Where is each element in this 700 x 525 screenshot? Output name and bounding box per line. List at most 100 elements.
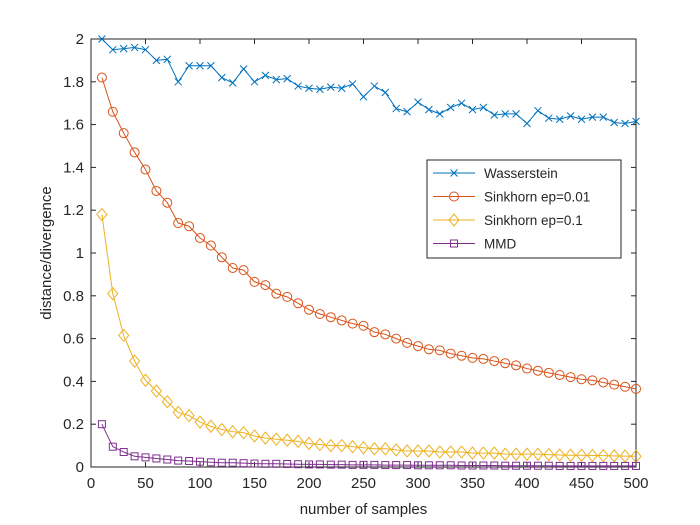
data-point [184,221,195,232]
data-point [119,448,128,457]
data-point [250,459,259,468]
data-point [380,329,391,340]
data-point [239,459,248,468]
data-point [272,459,281,468]
data-point [566,461,575,470]
data-point [357,440,370,455]
data-point [446,461,455,470]
data-point [468,105,477,114]
data-point [174,456,183,465]
data-point [270,432,282,446]
x-tick-label: 350 [460,475,485,492]
data-point [609,379,620,390]
data-point [457,461,466,470]
data-point [348,460,357,469]
data-point [632,461,640,470]
y-tick-label: 2 [76,31,84,48]
data-point [414,461,422,470]
data-point [523,461,531,470]
data-point [555,461,564,470]
data-point [98,35,106,43]
data-point [392,461,401,470]
data-point [346,439,359,454]
series-line [101,214,637,457]
x-axis-label: number of samples [300,501,428,518]
data-point [392,104,401,113]
data-point [588,113,597,121]
data-point [272,75,281,84]
data-point [587,375,598,386]
data-point [205,240,216,251]
data-point [632,117,640,126]
data-point [108,442,117,451]
data-point [314,308,325,319]
legend-item: Wasserstein [433,166,558,181]
data-point [315,460,324,469]
legend-marker [449,191,459,202]
data-point [250,77,259,86]
data-point [424,461,433,470]
data-point [511,360,522,371]
data-point [359,92,368,101]
y-tick-label: 1.4 [63,159,84,176]
data-point [107,286,119,301]
data-point [130,43,139,52]
data-point [575,448,588,463]
data-point [305,84,313,93]
y-tick-label: 1.2 [63,202,84,219]
legend-marker [448,213,460,227]
data-point [479,461,488,470]
data-point [97,420,106,429]
legend-item: Sinkhorn ep=0.01 [433,190,590,205]
data-point [185,61,193,70]
data-point [445,445,457,459]
data-point [555,115,564,124]
data-point [599,113,608,121]
data-point [543,367,554,378]
data-point [150,384,163,398]
data-point [599,461,608,470]
data-point [379,442,391,456]
data-point [196,457,204,466]
data-point [347,318,358,329]
data-point [140,164,151,175]
data-point [564,448,577,463]
data-point [608,449,620,463]
x-tick-label: 50 [137,475,154,492]
axes-ticks: 0 50 100 150 200 250 300 350 400 450 500 0 0.2 0.4 0.6… [63,31,648,492]
x-tick-label: 0 [87,475,95,492]
data-point [359,460,368,469]
data-point [303,436,315,451]
data-point [521,447,533,461]
data-point [358,320,369,331]
legend-marker [450,169,458,177]
data-point [468,461,477,470]
x-tick-label: 250 [351,475,376,492]
data-point [501,461,510,470]
data-point [435,110,444,118]
y-tick-label: 0.8 [63,288,84,305]
data-point [141,453,150,462]
data-point [260,280,271,291]
data-point [370,460,379,469]
data-point [129,147,140,158]
data-point [173,218,184,229]
data-point [446,103,455,112]
data-point [631,383,641,394]
data-point [152,56,161,65]
data-point [216,422,228,437]
data-point [183,408,195,423]
data-point [261,71,270,80]
x-tick-label: 150 [242,475,267,492]
data-point [294,460,303,469]
data-point [227,424,239,439]
data-point [216,252,227,263]
x-tick-label: 500 [623,475,648,492]
data-point [305,460,313,469]
data-point [325,312,336,323]
data-point [370,82,379,90]
data-point [196,61,204,70]
data-point [434,345,445,356]
data-point [294,82,302,90]
y-tick-label: 0 [76,459,84,476]
